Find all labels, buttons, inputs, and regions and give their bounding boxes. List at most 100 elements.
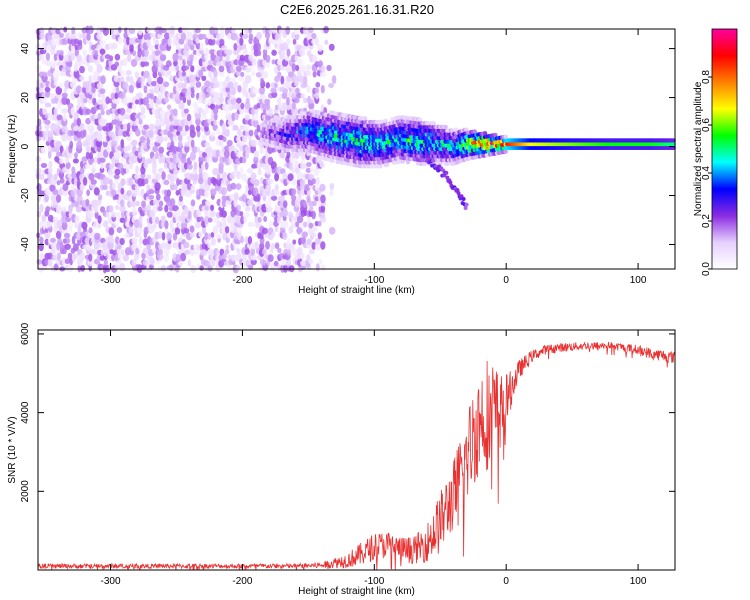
heatmap-cell: [187, 210, 192, 220]
heatmap-cell: [210, 187, 217, 197]
heatmap-cell: [260, 77, 264, 83]
heatmap-cell: [130, 154, 138, 164]
heatmap-cell: [116, 226, 123, 234]
heatmap-cell: [164, 204, 169, 213]
heatmap-cell: [147, 224, 155, 234]
heatmap-cell: [156, 76, 164, 85]
colorbar-ticks: 0.0 0.2 0.4 0.6 0.8: [701, 70, 712, 276]
heatmap-cell: [210, 237, 216, 246]
heatmap-cell: [93, 242, 100, 250]
heatmap-cell: [149, 103, 155, 109]
snr-panel: -300 -200 -100 0 100 2000 4000 6000 Height of …: [7, 322, 676, 597]
heatmap-cell: [265, 82, 271, 89]
heatmap-cell: [87, 97, 94, 104]
heatmap-cell: [218, 49, 224, 58]
heatmap-cell: [175, 254, 182, 262]
heatmap-cell: [207, 176, 212, 186]
heatmap-cell: [56, 180, 61, 186]
heatmap-cell: [256, 31, 262, 40]
heatmap-cell: [235, 65, 242, 72]
heatmap-cell: [76, 140, 83, 150]
heatmap-cell: [237, 85, 242, 93]
heatmap-cell: [164, 247, 170, 256]
y-tick-label: 2000: [20, 480, 31, 503]
heatmap-cell: [36, 259, 43, 265]
heatmap-cell: [503, 134, 508, 140]
heatmap-cell: [212, 107, 219, 115]
heatmap-cell: [146, 174, 152, 180]
heatmap-cell: [143, 85, 148, 94]
heatmap-cell: [59, 32, 64, 39]
heatmap-cell: [76, 117, 82, 127]
heatmap-cell: [53, 107, 58, 116]
heatmap-cell: [195, 37, 200, 45]
heatmap-cell: [221, 171, 228, 180]
heatmap-cell: [221, 198, 227, 208]
heatmap-cell: [240, 235, 244, 244]
heatmap-cell: [47, 172, 53, 180]
heatmap-cell: [131, 139, 138, 146]
heatmap-cell: [174, 227, 181, 235]
heatmap-cell: [169, 25, 175, 35]
heatmap-cell: [73, 112, 80, 120]
heatmap-cell: [138, 222, 143, 229]
heatmap-cell: [444, 170, 449, 175]
heatmap-cell: [306, 215, 311, 225]
heatmap-cell: [294, 150, 300, 159]
heatmap-cell: [288, 225, 294, 234]
heatmap-cell: [97, 215, 102, 224]
heatmap-cell: [146, 204, 152, 211]
heatmap-cell: [270, 195, 278, 201]
heatmap-cell: [96, 64, 103, 73]
heatmap-cell: [105, 109, 111, 116]
heatmap-cell: [38, 242, 44, 252]
heatmap-cell: [253, 150, 260, 158]
heatmap-cell: [39, 27, 45, 34]
heatmap-cell: [198, 69, 204, 78]
heatmap-cell: [102, 220, 109, 228]
heatmap-cell: [35, 135, 42, 142]
heatmap-cell: [128, 84, 134, 94]
heatmap-cell: [71, 171, 77, 179]
heatmap-cell: [198, 172, 203, 181]
heatmap-cell: [221, 123, 227, 132]
heatmap-cell: [291, 199, 296, 206]
heatmap-cell: [259, 242, 265, 251]
heatmap-cell: [328, 82, 335, 89]
heatmap-cell: [99, 88, 106, 95]
heatmap-cell: [148, 194, 155, 200]
heatmap-cell: [59, 50, 64, 56]
heatmap-cell: [66, 237, 71, 244]
heatmap-cell: [233, 192, 239, 201]
heatmap-cell: [282, 102, 288, 111]
heatmap-cell: [125, 69, 132, 76]
heatmap-cell: [302, 231, 308, 238]
heatmap-cell: [315, 263, 320, 272]
heatmap-cell: [309, 166, 314, 173]
heatmap-cell: [320, 104, 325, 110]
heatmap-cell: [193, 55, 198, 62]
heatmap-cell: [140, 106, 146, 116]
heatmap-cell: [385, 162, 390, 167]
heatmap-cell: [97, 242, 102, 249]
heatmap-cell: [143, 161, 149, 169]
heatmap-cell: [315, 176, 320, 186]
heatmap-cell: [50, 241, 57, 249]
y-tick-label: -20: [20, 188, 31, 203]
heatmap-cell: [194, 221, 202, 229]
heatmap-cell: [288, 103, 294, 110]
heatmap-cell: [286, 48, 291, 57]
heatmap-cell: [203, 259, 210, 267]
heatmap-cell: [221, 253, 228, 260]
heatmap-cell: [459, 194, 464, 199]
heatmap-cell: [143, 226, 150, 235]
heatmap-cell: [276, 97, 282, 105]
heatmap-cell: [99, 167, 105, 174]
heatmap-cell: [233, 42, 238, 51]
heatmap-cell: [76, 54, 83, 62]
heatmap-cell: [44, 86, 51, 93]
heatmap-cell: [233, 242, 238, 251]
heatmap-cell: [85, 146, 91, 153]
heatmap-cell: [251, 70, 256, 77]
heatmap-cell: [204, 161, 209, 170]
